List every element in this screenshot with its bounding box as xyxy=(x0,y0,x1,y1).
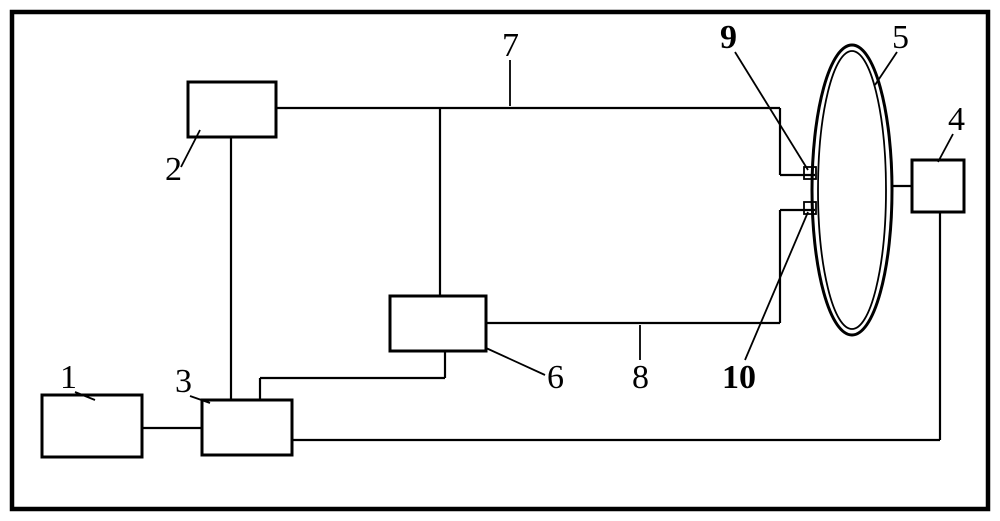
label-6: 6 xyxy=(547,359,564,396)
box6 xyxy=(390,296,486,351)
ellipse5-outer xyxy=(812,45,892,335)
pointer-p6 xyxy=(486,348,545,375)
label-10: 10 xyxy=(722,359,756,396)
label-4: 4 xyxy=(948,101,965,138)
diagram-canvas: 1 2 3 4 5 6 7 8 9 10 xyxy=(0,0,1000,521)
label-3: 3 xyxy=(175,363,192,400)
pointer-p10 xyxy=(745,212,808,360)
label-7: 7 xyxy=(502,27,519,64)
label-8: 8 xyxy=(632,359,649,396)
port9 xyxy=(804,167,816,179)
label-5: 5 xyxy=(892,19,909,56)
pointer-p9 xyxy=(735,52,808,170)
ellipse5-inner xyxy=(818,51,886,329)
pointer-p5 xyxy=(875,52,897,85)
pointer-p4 xyxy=(938,134,953,162)
box3 xyxy=(202,400,292,455)
outer-frame xyxy=(12,12,988,509)
box1 xyxy=(42,395,142,457)
box2 xyxy=(188,82,276,137)
label-9: 9 xyxy=(720,19,737,56)
box4 xyxy=(912,160,964,212)
label-1: 1 xyxy=(60,359,77,396)
label-2: 2 xyxy=(165,151,182,188)
port10 xyxy=(804,202,816,214)
